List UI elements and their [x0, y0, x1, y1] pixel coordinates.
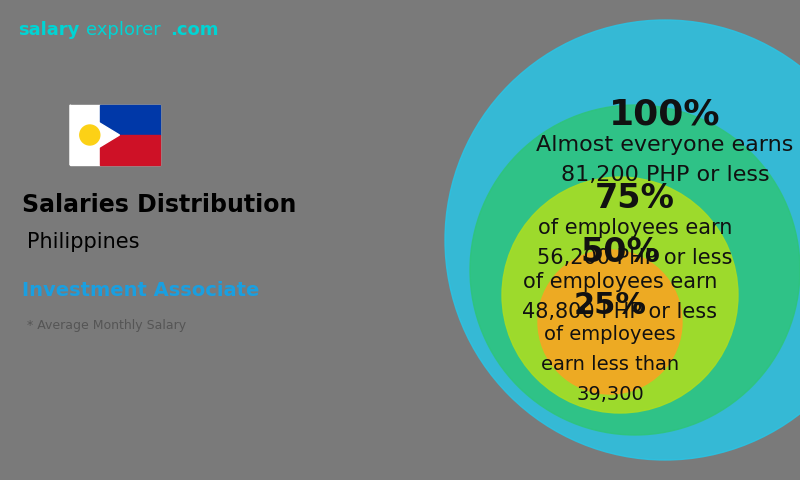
- Text: Almost everyone earns: Almost everyone earns: [536, 135, 794, 155]
- Text: 48,800 PHP or less: 48,800 PHP or less: [522, 302, 718, 322]
- Text: 81,200 PHP or less: 81,200 PHP or less: [561, 165, 770, 185]
- Text: Philippines: Philippines: [27, 232, 139, 252]
- Text: Salaries Distribution: Salaries Distribution: [22, 193, 296, 217]
- Text: 50%: 50%: [580, 236, 660, 268]
- Text: .com: .com: [170, 21, 218, 39]
- Circle shape: [538, 250, 682, 394]
- Circle shape: [80, 125, 100, 145]
- Circle shape: [445, 20, 800, 460]
- Circle shape: [502, 177, 738, 413]
- Text: 39,300: 39,300: [576, 385, 644, 405]
- Text: * Average Monthly Salary: * Average Monthly Salary: [27, 319, 186, 332]
- Text: explorer: explorer: [86, 21, 161, 39]
- Polygon shape: [70, 105, 119, 165]
- Text: salary: salary: [18, 21, 79, 39]
- Circle shape: [470, 105, 800, 435]
- Text: of employees: of employees: [544, 325, 676, 345]
- Text: of employees earn: of employees earn: [538, 218, 732, 238]
- Text: Investment Associate: Investment Associate: [22, 280, 259, 300]
- Text: 75%: 75%: [595, 181, 675, 215]
- Bar: [100, 105, 160, 135]
- Bar: [100, 135, 160, 165]
- Text: earn less than: earn less than: [541, 356, 679, 374]
- Text: 56,200 PHP or less: 56,200 PHP or less: [538, 248, 733, 268]
- Text: 25%: 25%: [574, 290, 646, 320]
- Text: of employees earn: of employees earn: [523, 272, 717, 292]
- Bar: [70, 105, 160, 165]
- Text: 100%: 100%: [610, 98, 721, 132]
